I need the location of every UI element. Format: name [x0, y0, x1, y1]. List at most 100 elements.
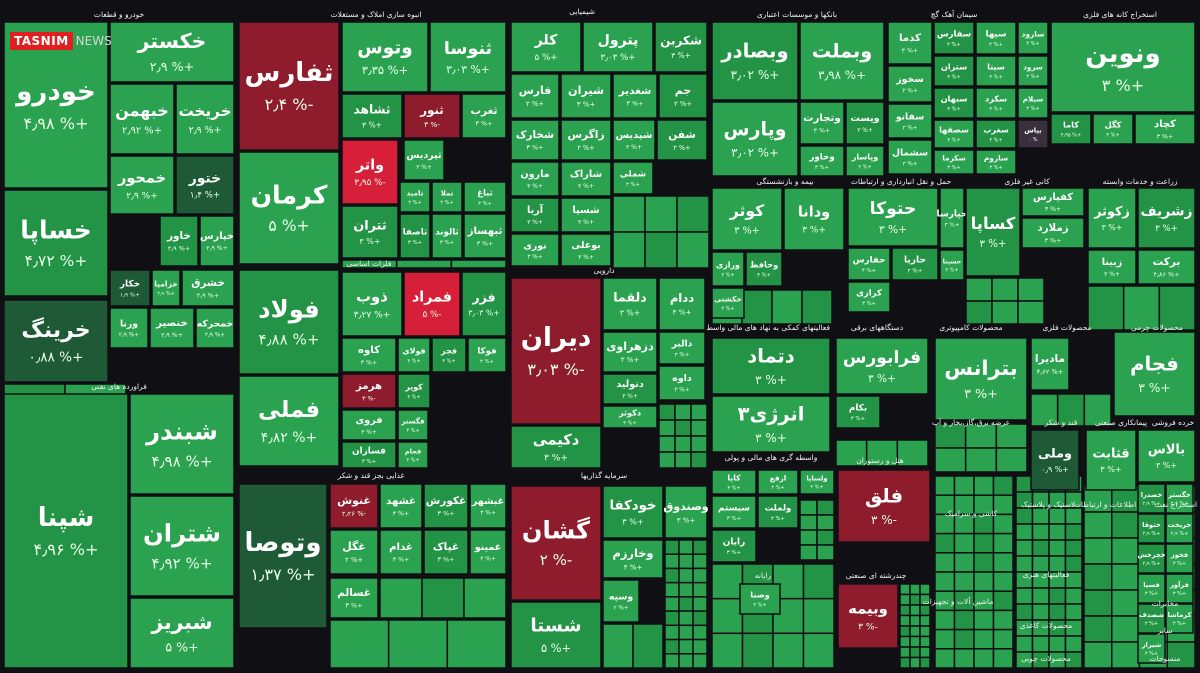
stock-tile: [664, 567, 680, 584]
tile-change: ۰٫۹ %+: [1041, 465, 1069, 474]
stock-tile: [678, 638, 694, 655]
stock-tile: [1015, 475, 1034, 493]
tile-change: ۳ %+: [626, 182, 640, 188]
stock-tile: [909, 583, 921, 596]
stock-tile: [690, 419, 708, 437]
stock-tile: [510, 601, 602, 669]
tile-change: ۳ %+: [902, 89, 918, 95]
stock-tile: [461, 271, 507, 337]
tile-symbol: قثابت: [1092, 447, 1129, 462]
stock-tile: [711, 251, 745, 287]
tile-symbol: بترانس: [944, 356, 1017, 380]
tile-symbol: وخاور: [808, 152, 834, 162]
tile-symbol: کایا: [727, 474, 741, 483]
tile-change: ۳ %+: [480, 511, 496, 517]
stock-tile: [678, 539, 694, 555]
stock-tile: [953, 571, 975, 592]
stock-tile: [711, 287, 745, 319]
sector-label: فعالیتهای کمکی به نهاد های مالی واسط: [706, 323, 830, 332]
tile-symbol: سیتا: [987, 61, 1005, 71]
tile-symbol: سیستم: [718, 503, 750, 513]
tile-change: ۳ %+: [721, 306, 734, 312]
tile-symbol: ارفع: [770, 474, 787, 483]
stock-tile: [802, 597, 835, 635]
stock-tile: [469, 529, 507, 575]
stock-tile: [1083, 537, 1113, 565]
tile-symbol: ثپردیس: [406, 150, 441, 161]
stock-tile: [674, 435, 692, 453]
stock-tile: [602, 579, 640, 623]
stock-tile: [159, 215, 199, 267]
stock-tile: [1048, 587, 1067, 605]
stock-tile: [965, 300, 993, 325]
stock-tile: [1111, 615, 1141, 643]
stock-tile: [674, 451, 692, 469]
stock-tile: [690, 451, 708, 469]
tile-symbol: ددام: [670, 291, 694, 305]
tile-symbol: حسینا: [943, 258, 962, 266]
stock-tile: [909, 614, 921, 627]
tile-change: ۰٫۸۸ %+: [29, 349, 84, 365]
tile-symbol: شسپا: [572, 205, 599, 216]
tile-symbol: وپست: [850, 113, 879, 124]
stock-tile: [711, 187, 783, 251]
stock-tile: [835, 395, 881, 429]
tile-symbol: خگستر: [1167, 490, 1191, 499]
tile-symbol: شخارک: [516, 129, 554, 141]
tile-symbol: ماديرا: [1035, 353, 1065, 365]
stock-tile: [1083, 393, 1112, 427]
stock-tile: [602, 405, 658, 429]
sector-label: زراعت و خدمات وابسته: [1103, 177, 1178, 186]
stock-tile: [909, 625, 921, 638]
tile-change: ۳ %+: [578, 219, 594, 226]
tile-symbol: شغدیر: [618, 85, 652, 97]
tile-change: ۳ %+: [671, 51, 691, 60]
sector-label: لاستیک و پلاستیک: [1021, 500, 1075, 509]
tile-symbol: خصدرا: [1141, 491, 1163, 499]
tile-symbol: وبملت: [812, 39, 872, 62]
tile-symbol: حاریا: [904, 255, 926, 265]
tile-change: ۴٫۹۵ %+: [1061, 133, 1082, 139]
tile-change: ۳ %+: [947, 107, 960, 113]
stock-tile: [934, 648, 956, 669]
tile-symbol: شستا: [530, 616, 581, 637]
tile-change: ۳٫۰۳ %+: [468, 309, 500, 318]
tile-change: ۳ %+: [1045, 206, 1061, 213]
stock-tile: [109, 83, 175, 155]
tile-change: ۲٫۹ %+: [150, 59, 195, 74]
tile-symbol: کاما: [1063, 119, 1079, 129]
tile-symbol: ثاصفا: [403, 227, 427, 237]
tile-symbol: فسپا: [1143, 581, 1159, 589]
stock-tile: [909, 593, 921, 606]
stock-tile: [678, 567, 694, 584]
stock-tile: [973, 475, 995, 496]
tile-symbol: زاگرس: [567, 128, 604, 141]
stock-tile: [1064, 523, 1083, 541]
tile-symbol: کفپارس: [1033, 192, 1073, 203]
tile-symbol: ونوین: [1085, 39, 1160, 69]
tile-change: ۳ %+: [621, 356, 639, 364]
tile-change: ۳ %+: [361, 430, 377, 436]
stock-tile: [992, 609, 1014, 631]
tile-change: ۳ %+: [989, 75, 1002, 81]
tile-symbol: زملارد: [1037, 222, 1068, 234]
tile-change: ۳ %+: [622, 516, 644, 526]
stock-tile: [1165, 543, 1194, 574]
stock-tile: [1064, 587, 1083, 605]
sector-label: بانکها و موسسات اعتباری: [757, 10, 837, 19]
tile-symbol: کاوه: [358, 345, 380, 356]
stock-tile: [238, 375, 340, 467]
tile-change: ۳ %+: [862, 268, 876, 274]
stock-tile: [602, 623, 634, 669]
tile-symbol: فجام: [1130, 352, 1179, 375]
stock-tile: [1087, 285, 1125, 331]
tile-symbol: غشهد: [386, 496, 416, 507]
tile-symbol: وملی: [1038, 447, 1072, 462]
tile-change: ۳ %+: [407, 394, 420, 400]
stock-tile: [909, 604, 921, 617]
sector-label: شیمیایی: [569, 7, 595, 16]
tile-symbol: ساروم: [984, 154, 1008, 163]
tile-change: ۰ %: [1028, 137, 1037, 143]
stock-tile: [658, 365, 706, 401]
stock-tile: [1111, 589, 1141, 617]
